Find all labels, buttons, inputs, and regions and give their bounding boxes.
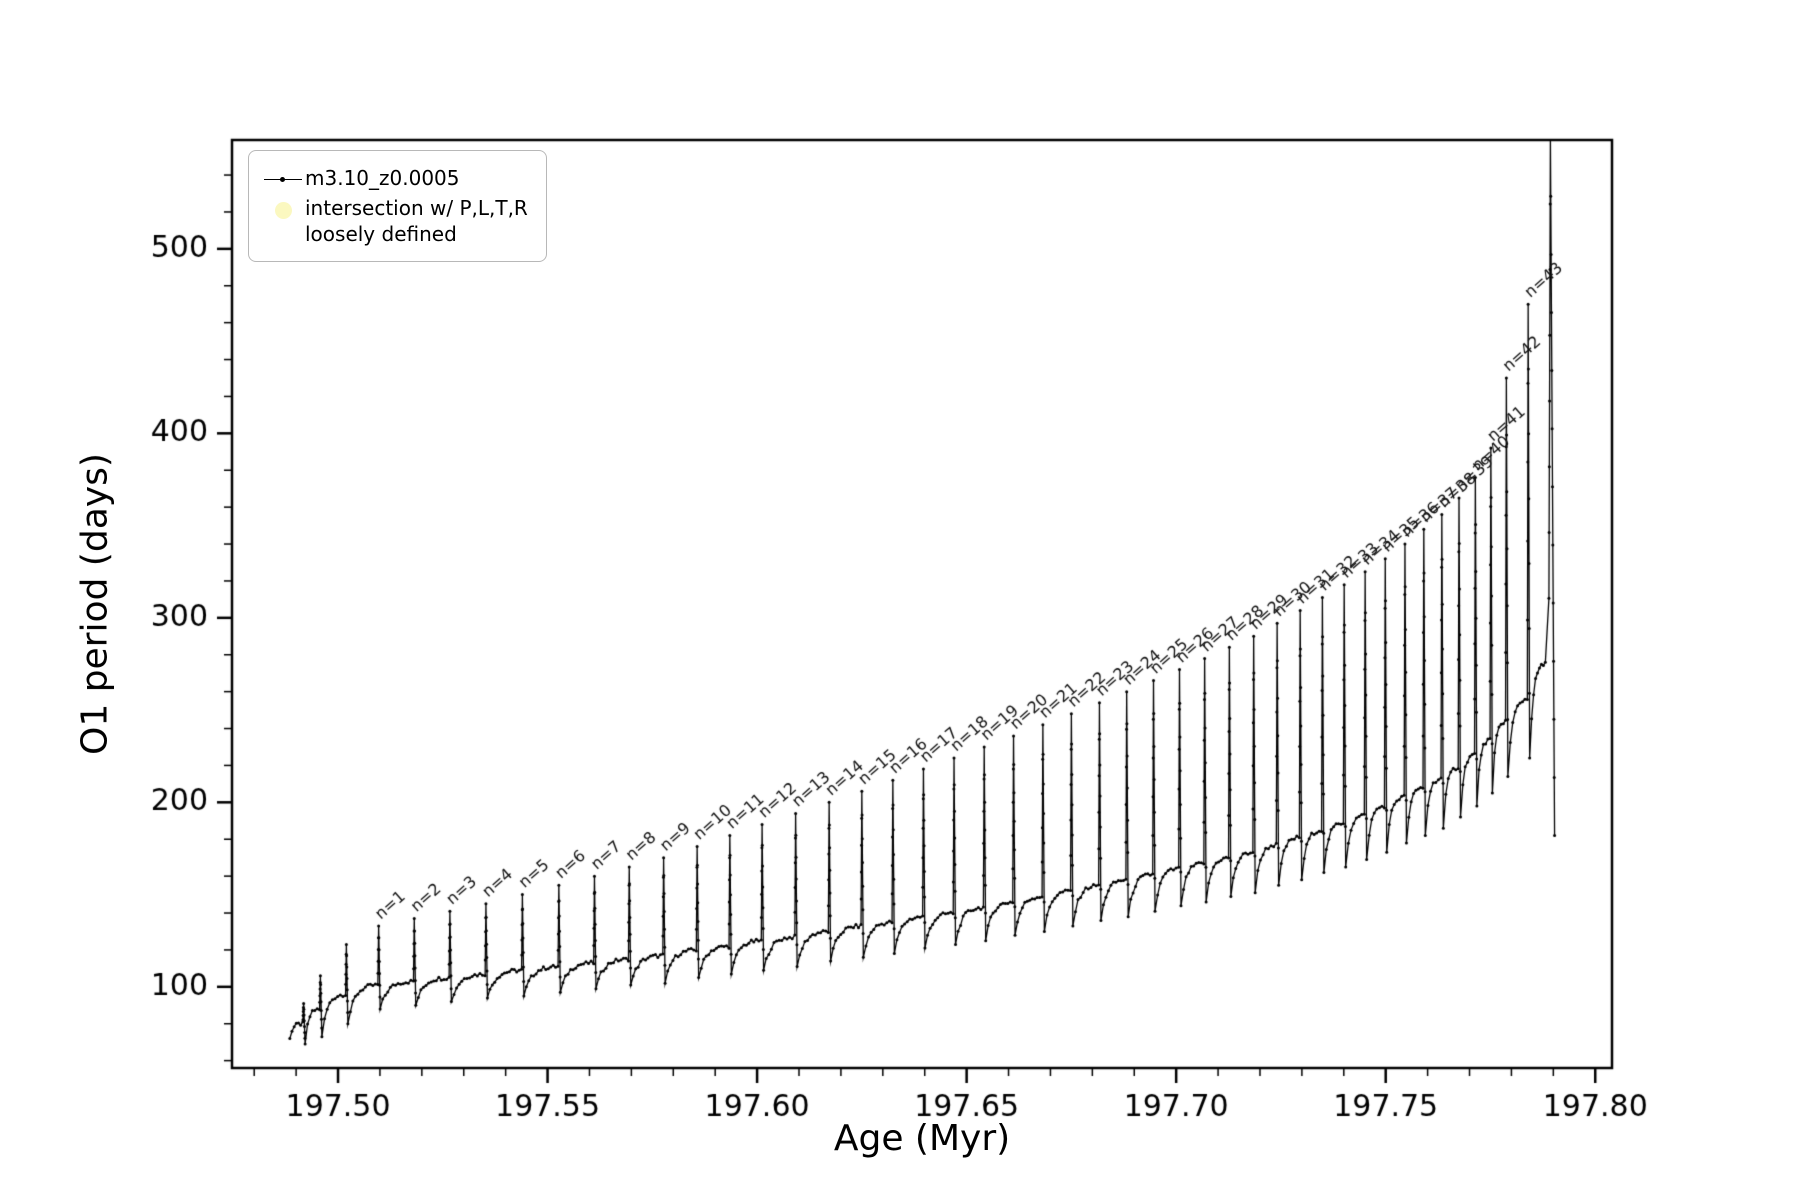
- legend: m3.10_z0.0005 intersection w/ P,L,T,R lo…: [248, 150, 547, 262]
- legend-label-intersection: intersection w/ P,L,T,R loosely defined: [305, 195, 528, 247]
- intersection-marker-icon: [261, 199, 305, 219]
- legend-entry-intersection: intersection w/ P,L,T,R loosely defined: [261, 195, 528, 247]
- legend-entry-series: m3.10_z0.0005: [261, 165, 528, 191]
- legend-label-series: m3.10_z0.0005: [305, 166, 460, 190]
- y-axis-label: O1 period (days): [74, 453, 116, 755]
- legend-label-intersection-line2: loosely defined: [305, 222, 457, 246]
- legend-label-intersection-line1: intersection w/ P,L,T,R: [305, 196, 528, 220]
- x-axis-label: Age (Myr): [833, 1118, 1011, 1159]
- line-dot-marker-icon: [261, 169, 305, 182]
